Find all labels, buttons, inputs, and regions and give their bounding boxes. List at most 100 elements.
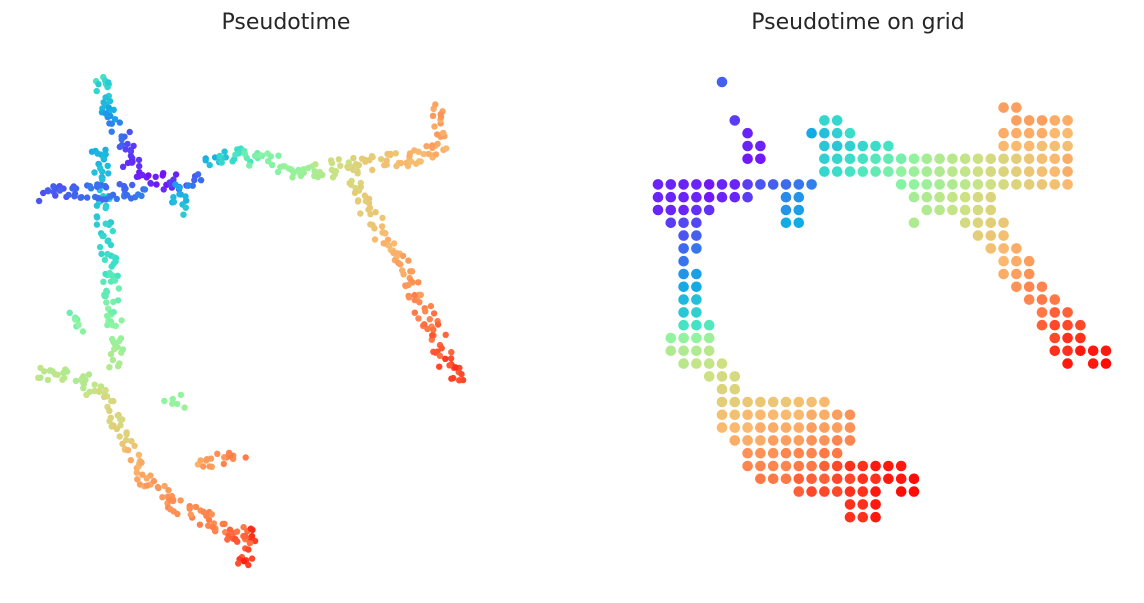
scatter-point <box>106 269 114 277</box>
grid-point <box>857 473 869 485</box>
scatter-point <box>381 229 388 237</box>
scatter-point <box>129 158 136 165</box>
scatter-point <box>63 368 71 375</box>
scatter-point <box>139 471 146 478</box>
grid-point <box>729 422 741 433</box>
scatter-point <box>447 355 455 362</box>
grid-point <box>691 332 702 344</box>
scatter-point <box>115 285 123 292</box>
grid-point <box>767 473 779 485</box>
scatter-point <box>242 533 249 540</box>
grid-point <box>806 127 817 139</box>
scatter-point <box>114 297 122 304</box>
scatter-point <box>319 171 326 179</box>
grid-point <box>806 435 817 446</box>
grid-point <box>1036 127 1048 139</box>
grid-point <box>844 499 856 510</box>
grid-point <box>831 166 843 177</box>
grid-point <box>691 217 702 229</box>
grid-point <box>985 166 997 177</box>
scatter-point <box>438 345 445 352</box>
scatter-point <box>405 257 412 264</box>
grid-point <box>831 473 843 485</box>
grid-point <box>972 204 984 216</box>
grid-point <box>1023 140 1035 152</box>
scatter-point <box>165 487 172 494</box>
scatter-point <box>94 194 102 202</box>
scatter-point <box>167 496 174 503</box>
scatter-point <box>191 176 198 184</box>
scatter-point <box>197 177 205 184</box>
scatter-point <box>246 162 253 169</box>
grid-point <box>921 204 933 216</box>
grid-point <box>985 217 997 229</box>
pseudotime-panel: Pseudotime <box>35 10 467 569</box>
scatter-point <box>251 537 259 545</box>
grid-point <box>691 191 702 203</box>
grid-point <box>1023 166 1035 177</box>
scatter-point <box>189 182 196 189</box>
grid-point <box>1036 115 1048 126</box>
scatter-point <box>397 159 405 167</box>
scatter-point <box>421 321 428 328</box>
scatter-point <box>430 326 437 333</box>
grid-point <box>652 191 664 203</box>
scatter-point <box>434 140 441 148</box>
grid-point <box>1075 319 1086 331</box>
grid-point <box>716 396 728 408</box>
scatter-point <box>84 194 91 201</box>
scatter-point <box>109 191 117 198</box>
scatter-point <box>133 469 140 476</box>
grid-point <box>908 179 920 190</box>
scatter-point <box>405 281 412 289</box>
grid-point <box>831 127 843 139</box>
grid-point <box>691 179 702 190</box>
grid-point <box>729 371 741 382</box>
scatter-point <box>335 156 342 163</box>
grid-point <box>806 473 817 485</box>
grid-point <box>844 486 856 497</box>
grid-point <box>959 217 971 229</box>
grid-point <box>819 115 830 126</box>
grid-point <box>1100 358 1112 369</box>
grid-point <box>780 447 792 459</box>
grid-point <box>716 422 728 433</box>
grid-point <box>703 179 715 190</box>
scatter-point <box>106 120 113 127</box>
scatter-point <box>111 116 119 123</box>
grid-point <box>947 166 958 177</box>
grid-point <box>806 409 817 421</box>
scatter-point <box>422 308 429 315</box>
scatter-point <box>127 148 135 155</box>
grid-point <box>780 435 792 446</box>
scatter-point <box>355 161 363 169</box>
scatter-point <box>138 192 145 200</box>
grid-point <box>678 268 689 280</box>
scatter-point <box>116 433 123 440</box>
scatter-point <box>100 99 107 106</box>
grid-point <box>742 191 753 203</box>
grid-point <box>1023 127 1035 139</box>
scatter-point <box>177 497 184 504</box>
scatter-point <box>420 150 427 158</box>
grid-point <box>870 499 881 510</box>
grid-point <box>729 409 741 421</box>
scatter-point <box>459 376 467 384</box>
grid-point <box>1011 255 1022 267</box>
grid-point <box>1011 102 1022 113</box>
grid-point <box>908 473 920 485</box>
grid-point <box>793 217 805 229</box>
grid-point <box>767 435 779 446</box>
grid-point <box>742 435 753 446</box>
grid-point <box>716 191 728 203</box>
grid-point <box>652 204 664 216</box>
grid-point <box>729 383 741 395</box>
grid-point <box>742 422 753 433</box>
grid-point <box>780 179 792 190</box>
grid-point <box>793 179 805 190</box>
scatter-point <box>248 555 256 562</box>
scatter-point <box>437 111 444 118</box>
scatter-point <box>138 459 145 466</box>
scatter-point <box>458 371 465 378</box>
scatter-point <box>72 316 79 323</box>
